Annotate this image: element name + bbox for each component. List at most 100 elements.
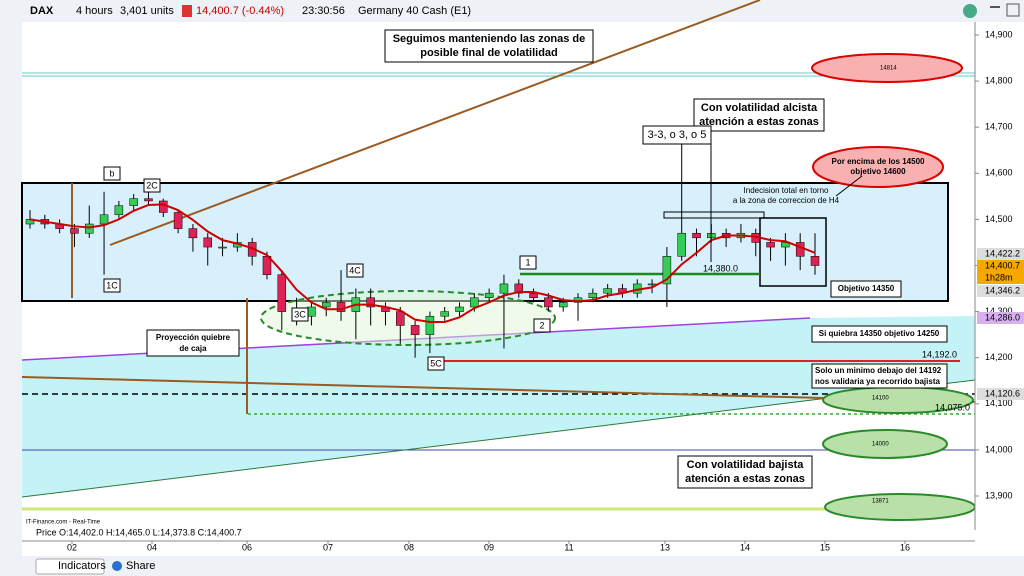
- maximize[interactable]: [1006, 3, 1020, 17]
- symbol[interactable]: DAX: [30, 5, 54, 17]
- candle-body: [99, 214, 109, 225]
- price-badge: [182, 5, 192, 17]
- candle-body: [558, 302, 568, 308]
- candle-body: [410, 325, 420, 335]
- minimize[interactable]: [990, 6, 1000, 8]
- price-marker-label: 14,120.6: [985, 388, 1020, 398]
- candle-body: [159, 200, 168, 213]
- timeframe[interactable]: 4 hours: [76, 5, 113, 17]
- range-box: [21, 182, 949, 302]
- icon[interactable]: [963, 4, 977, 18]
- candle-body: [795, 242, 805, 257]
- wave-label: 4C: [349, 265, 361, 275]
- text-box: [811, 325, 948, 343]
- share-label[interactable]: Share: [126, 560, 155, 572]
- candle-body: [810, 256, 820, 266]
- target-ellipse: [822, 429, 948, 459]
- annotation: Seguimos manteniendo las zonas de: [393, 33, 586, 45]
- x-tick-label: 06: [242, 542, 252, 552]
- candle-body: [188, 228, 198, 239]
- text-box: [384, 29, 594, 63]
- candle-body: [588, 292, 598, 299]
- ellipse-label: 14000: [872, 442, 889, 448]
- x-axis: [22, 530, 975, 556]
- y-tick-label: 14,000: [985, 444, 1013, 454]
- indicators-label[interactable]: Indicators: [58, 560, 106, 572]
- text-box: [677, 455, 813, 489]
- annotation: 14,075.0: [935, 402, 970, 412]
- text-box: [146, 329, 240, 357]
- candle-body: [470, 297, 479, 308]
- wave-label-box: [427, 356, 445, 371]
- text-box: [811, 363, 948, 389]
- price-marker-label: 14,286.0: [985, 312, 1020, 322]
- y-tick-label: 14,100: [985, 398, 1013, 408]
- annotation: posible final de volatilidad: [420, 47, 558, 59]
- candle-body: [484, 292, 494, 299]
- ellipse-label: 14100: [872, 396, 889, 402]
- candle-body: [366, 297, 375, 308]
- bottom-toolbar: [0, 556, 1024, 576]
- candle-body: [425, 315, 435, 335]
- trend-line: [21, 376, 976, 403]
- annotation: 14,380.0: [703, 263, 738, 273]
- x-tick-label: 15: [820, 542, 830, 552]
- share-icon[interactable]: [112, 561, 122, 571]
- candle-body: [529, 292, 538, 299]
- ellipse-label: 14814: [880, 66, 897, 72]
- candle-body: [662, 256, 672, 285]
- x-tick-label: 04: [147, 542, 157, 552]
- wave-label-box: [291, 307, 309, 322]
- top-toolbar: [0, 0, 1024, 22]
- candle-body: [173, 212, 183, 229]
- price-marker-label: 14,400.7: [985, 260, 1020, 270]
- price-marker-label: 14,346.2: [985, 285, 1020, 295]
- candle-body: [84, 223, 94, 234]
- candle-body: [307, 306, 316, 317]
- price-marker: [977, 260, 1024, 272]
- candle-body: [218, 246, 227, 249]
- candle-body: [129, 198, 138, 206]
- wave-label-box: [103, 166, 121, 181]
- y-tick-label: 14,600: [985, 168, 1013, 178]
- small-box: [663, 211, 765, 219]
- y-tick-label: 14,300: [985, 306, 1013, 316]
- indicators-button[interactable]: [35, 558, 105, 575]
- x-tick-label: 09: [484, 542, 494, 552]
- wave-label: 2C: [146, 180, 158, 190]
- price-marker-label: 14,422.2: [985, 248, 1020, 258]
- candle-body: [144, 198, 153, 202]
- price-marker: [977, 248, 1024, 260]
- x-tick-label: 02: [67, 542, 77, 552]
- annotation: objetivo 14600: [850, 167, 906, 176]
- instrument: Germany 40 Cash (E1): [358, 5, 471, 17]
- x-ticks: 02 04 06 07 08 09 11 13 14 15 16: [67, 541, 910, 552]
- annotation: Con volatilidad alcista: [701, 102, 818, 114]
- candle-body: [440, 311, 449, 317]
- annotation: Solo un minimo debajo del 14192: [815, 366, 942, 375]
- wave-label: 5C: [430, 358, 442, 368]
- candle-body: [114, 205, 124, 216]
- time: 23:30:56: [302, 5, 345, 17]
- wave-label: 3C: [294, 309, 306, 319]
- y-ticks: 14,90014,80014,70014,60014,50014,40014,3…: [975, 29, 1024, 500]
- target-ellipse: [811, 53, 963, 83]
- candle-body: [677, 232, 686, 257]
- wave-label: b: [109, 168, 114, 178]
- wave-labels: b 2C 1C 4C 3C 5C 1 2: [103, 166, 551, 371]
- ohlc: Price O:14,402.0 H:14,465.0 L:14,373.8 C…: [36, 527, 242, 537]
- target-ellipse: [824, 493, 976, 521]
- annotation: Indecision total en torno: [744, 186, 829, 195]
- units[interactable]: 3,401 units: [120, 5, 174, 17]
- price-marker-label: 1h28m: [985, 272, 1013, 282]
- wave-label: 1: [525, 257, 530, 267]
- x-tick-label: 16: [900, 542, 910, 552]
- text-box: [693, 98, 825, 132]
- annotation: Por encima de los 14500: [832, 157, 925, 166]
- annotation: atención a estas zonas: [685, 473, 805, 485]
- candle-body: [603, 288, 612, 294]
- target-ellipse: [812, 146, 944, 188]
- source: IT-Finance.com - Real-Time: [26, 520, 101, 526]
- text-box: [642, 125, 712, 145]
